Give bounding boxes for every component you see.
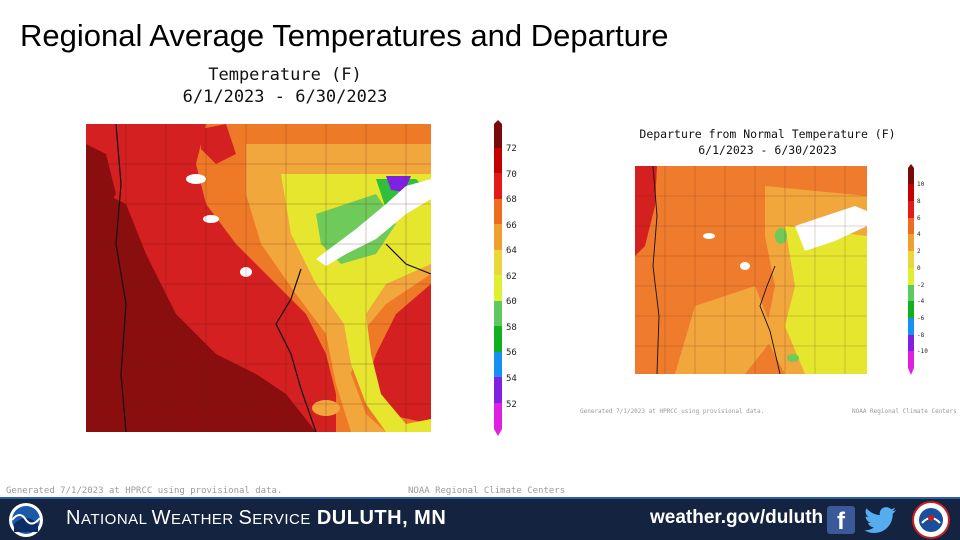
temperature-legend-label: 64 xyxy=(506,246,517,256)
temperature-map xyxy=(86,124,431,432)
org-letter: N xyxy=(66,507,81,529)
departure-map-source-note: NOAA Regional Climate Centers xyxy=(852,408,957,415)
departure-legend-label: 0 xyxy=(917,265,921,272)
departure-legend-label: -8 xyxy=(917,332,925,339)
temperature-legend-label: 56 xyxy=(506,348,517,358)
temperature-legend-label: 58 xyxy=(506,323,517,333)
departure-legend-label: -6 xyxy=(917,315,925,322)
temperature-map-title-line1: Temperature (F) xyxy=(208,65,362,85)
temperature-legend-label: 72 xyxy=(506,144,517,154)
temperature-map-graphic xyxy=(86,124,431,432)
temperature-map-title-line2: 6/1/2023 - 6/30/2023 xyxy=(182,87,388,107)
departure-legend-label: -10 xyxy=(917,348,928,355)
organization-name: NATIONAL WEATHER SERVICE DULUTH, MN xyxy=(66,507,446,530)
departure-map-title-line2: 6/1/2023 - 6/30/2023 xyxy=(698,143,837,157)
temperature-legend-label: 52 xyxy=(506,400,517,410)
temperature-legend-label: 70 xyxy=(506,170,517,180)
temperature-legend-label: 62 xyxy=(506,272,517,282)
org-letter: S xyxy=(238,507,253,529)
facebook-icon[interactable]: f xyxy=(827,506,855,534)
twitter-icon[interactable] xyxy=(864,505,898,535)
departure-legend-label: 8 xyxy=(917,198,921,205)
departure-map xyxy=(635,166,867,374)
org-letter: W xyxy=(151,507,172,529)
noaa-logo-icon[interactable] xyxy=(8,502,44,538)
departure-legend-label: -2 xyxy=(917,282,925,289)
departure-map-title: Departure from Normal Temperature (F) 6/… xyxy=(630,126,905,158)
office-name: DULUTH, MN xyxy=(316,507,447,529)
temperature-map-title: Temperature (F) 6/1/2023 - 6/30/2023 xyxy=(120,64,450,108)
departure-legend-label: 6 xyxy=(917,215,921,222)
org-word-rest: EATHER xyxy=(171,511,239,528)
departure-legend-colorbar: 10 8 6 4 2 0 -2 -4 -6 -8 -10 xyxy=(908,164,928,375)
temperature-map-source-note: NOAA Regional Climate Centers xyxy=(408,486,566,496)
departure-legend-label: -4 xyxy=(917,298,925,305)
temperature-map-generated-note: Generated 7/1/2023 at HPRCC using provis… xyxy=(6,486,283,496)
temperature-legend-label: 60 xyxy=(506,297,517,307)
org-word-rest: ERVICE xyxy=(252,511,311,528)
temperature-legend-label: 66 xyxy=(506,221,517,231)
temperature-legend-label: 68 xyxy=(506,195,517,205)
temperature-legend: 72 70 68 66 64 62 60 58 56 54 52 xyxy=(490,120,530,436)
org-word-rest: ATIONAL xyxy=(80,511,152,528)
departure-map-title-line1: Departure from Normal Temperature (F) xyxy=(639,127,896,141)
temperature-legend-colorbar: 72 70 68 66 64 62 60 58 56 54 52 xyxy=(494,120,517,436)
departure-legend-label: 2 xyxy=(917,248,921,255)
temperature-legend-label: 54 xyxy=(506,374,517,384)
footer-bar: NATIONAL WEATHER SERVICE DULUTH, MN weath… xyxy=(0,497,960,540)
website-link[interactable]: weather.gov/duluth xyxy=(650,507,824,528)
nws-logo-icon[interactable] xyxy=(912,501,950,539)
slide-title: Regional Average Temperatures and Depart… xyxy=(20,18,669,53)
departure-map-graphic xyxy=(635,166,867,374)
departure-map-generated-note: Generated 7/1/2023 at HPRCC using provis… xyxy=(580,408,765,415)
departure-legend-label: 4 xyxy=(917,231,921,238)
departure-legend-label: 10 xyxy=(917,181,925,188)
departure-legend: 10 8 6 4 2 0 -2 -4 -6 -8 -10 xyxy=(903,164,939,376)
